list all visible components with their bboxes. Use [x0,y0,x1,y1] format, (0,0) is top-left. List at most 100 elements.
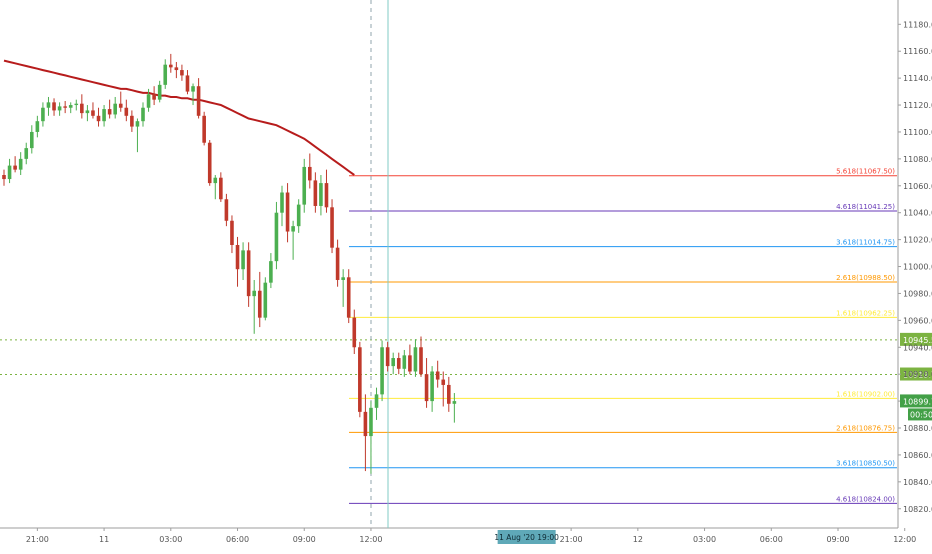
time-tick-label: 03:00 [159,535,182,544]
candle-body [7,165,12,180]
candle-body [263,282,268,318]
price-tick-label: 11000.00 [903,263,932,272]
candle-body [341,277,345,280]
fib-level-label: 1.618(10902.00) [836,390,895,398]
candle-body [180,70,184,76]
candle-body [313,180,318,206]
price-tick-label: 10860.00 [903,451,932,460]
candle-body [296,204,301,227]
price-tick-label: 10920.00 [903,370,932,379]
price-tick-label: 11080.00 [903,155,932,164]
candle-body [202,115,206,143]
candle-body [118,103,123,108]
time-tick-label: 09:00 [826,535,849,544]
candle-body [102,109,106,122]
candle-body [191,86,195,92]
fib-level-label: 4.618(10824.00) [836,495,895,503]
candle-body [63,106,67,108]
candle-body [396,358,401,369]
price-tick-label: 10820.00 [903,505,932,514]
price-tick-label: 10940.00 [903,343,932,352]
candle-body [80,103,84,114]
candle-body [330,207,334,248]
candle-body [269,261,273,283]
candle-body [157,84,162,100]
price-tick-label: 11060.00 [903,182,932,191]
fib-level-label: 3.618(10850.50) [836,460,895,468]
time-crosshair-tag [497,530,556,544]
candle-body [285,192,290,232]
price-tick-label: 11160.00 [903,47,932,56]
candle-body [408,355,412,372]
time-tick-label: 12:00 [893,535,916,544]
price-tick-label: 10880.00 [903,424,932,433]
time-tick-label: 03:00 [693,535,716,544]
candle-body [224,199,229,221]
candle-body [163,64,168,85]
candle-body [24,148,29,159]
candle-body [113,103,117,115]
candle-body [213,177,218,184]
fib-level-label: 1.618(10962.25) [836,309,895,317]
candle-body [135,121,140,127]
candle-body [52,102,56,111]
fib-level-label: 2.618(10876.75) [836,424,895,432]
last-price-tag [900,394,932,408]
price-tick-label: 11040.00 [903,209,932,218]
candle-body [402,355,407,369]
candle-body [124,107,129,116]
candle-body [385,347,390,367]
candle-body [74,103,79,106]
time-tick-label: 12 [633,535,643,544]
candle-body [430,371,434,402]
time-tick-label: 06:00 [760,535,783,544]
candle-body [308,166,312,181]
candle-body [13,165,17,170]
candle-body [252,290,256,297]
price-tick-label: 10840.00 [903,478,932,487]
candle-body [68,105,73,108]
price-tick-label: 10960.00 [903,316,932,325]
candle-body [235,244,240,270]
candle-body [219,177,223,200]
candle-body [146,94,151,108]
last-price-label: 10899.75 [903,397,932,406]
time-tick-label: 09:00 [293,535,316,544]
candle-body [130,115,134,127]
time-tick-label: 12:00 [359,535,382,544]
price-tick-label: 11020.00 [903,236,932,245]
time-tick-label: 21:00 [26,535,49,544]
candle-body [369,407,373,437]
candle-body [246,250,251,297]
candle-body [257,290,262,318]
candle-body [346,277,351,318]
candle-body [358,347,362,412]
price-tick-label: 11120.00 [903,101,932,110]
candle-body [374,394,379,408]
candle-body [91,110,95,116]
price-tick-label: 10980.00 [903,289,932,298]
candle-body [85,110,90,114]
candle-body [319,183,323,206]
candle-body [435,371,440,380]
candle-body [41,107,45,122]
horizontal-line-tag [900,367,932,381]
moving-average-line [3,59,355,176]
time-tick-label: 11 [99,535,109,544]
candle-body [380,347,384,395]
fib-level-label: 4.618(11041.25) [836,203,895,211]
candle-body [18,158,23,170]
candle-body [141,107,145,122]
candle-body [185,75,190,92]
candle-body [30,131,34,149]
candle-body [169,64,173,68]
candle-body [352,317,357,348]
candle-body [291,226,295,232]
candle-body [107,109,112,115]
candle-body [302,166,307,205]
bar-countdown-label: 00:50 [910,410,932,419]
candle-body [46,102,51,108]
